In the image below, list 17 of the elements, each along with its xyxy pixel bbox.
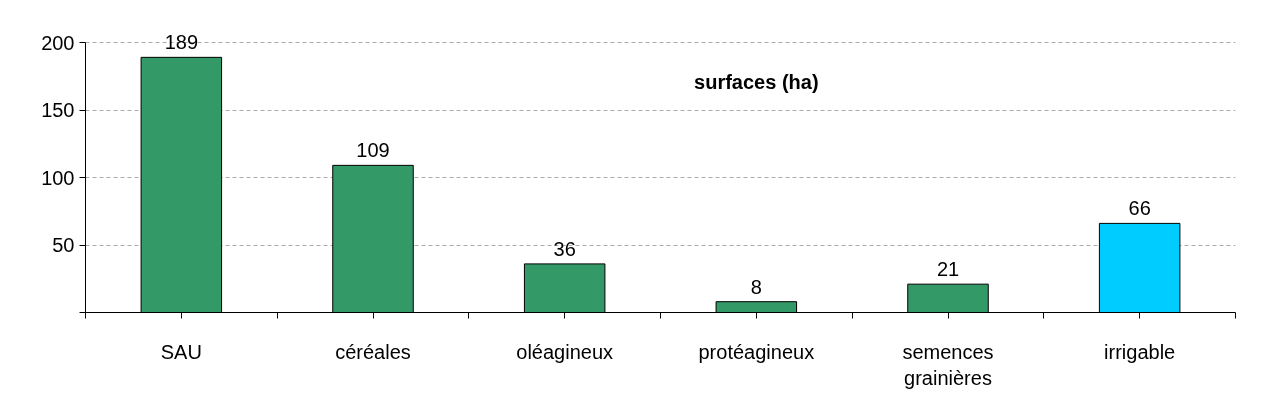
- x-tick-label: SAU: [160, 340, 202, 363]
- text: surfaces (ha): [694, 70, 819, 93]
- y-tick-label: 150: [41, 99, 75, 121]
- x-tick-label: céréales: [335, 340, 411, 363]
- data-label: 21: [936, 258, 960, 281]
- y-tick-label: 100: [41, 166, 75, 189]
- data-label: 36: [553, 237, 576, 260]
- x-tick-label: protéagineux: [698, 340, 815, 363]
- x-tick-label: irrigable: [1104, 340, 1176, 363]
- x-tick-label: semences grainières: [902, 340, 994, 389]
- y-tick-label: 50: [52, 234, 75, 256]
- y-tick-label: 200: [41, 31, 75, 54]
- data-label: 189: [164, 31, 199, 54]
- x-tick-label: oléagineux: [516, 340, 614, 363]
- data-label: 8: [750, 275, 762, 298]
- data-label: 66: [1128, 197, 1151, 220]
- data-label: 109: [356, 139, 390, 162]
